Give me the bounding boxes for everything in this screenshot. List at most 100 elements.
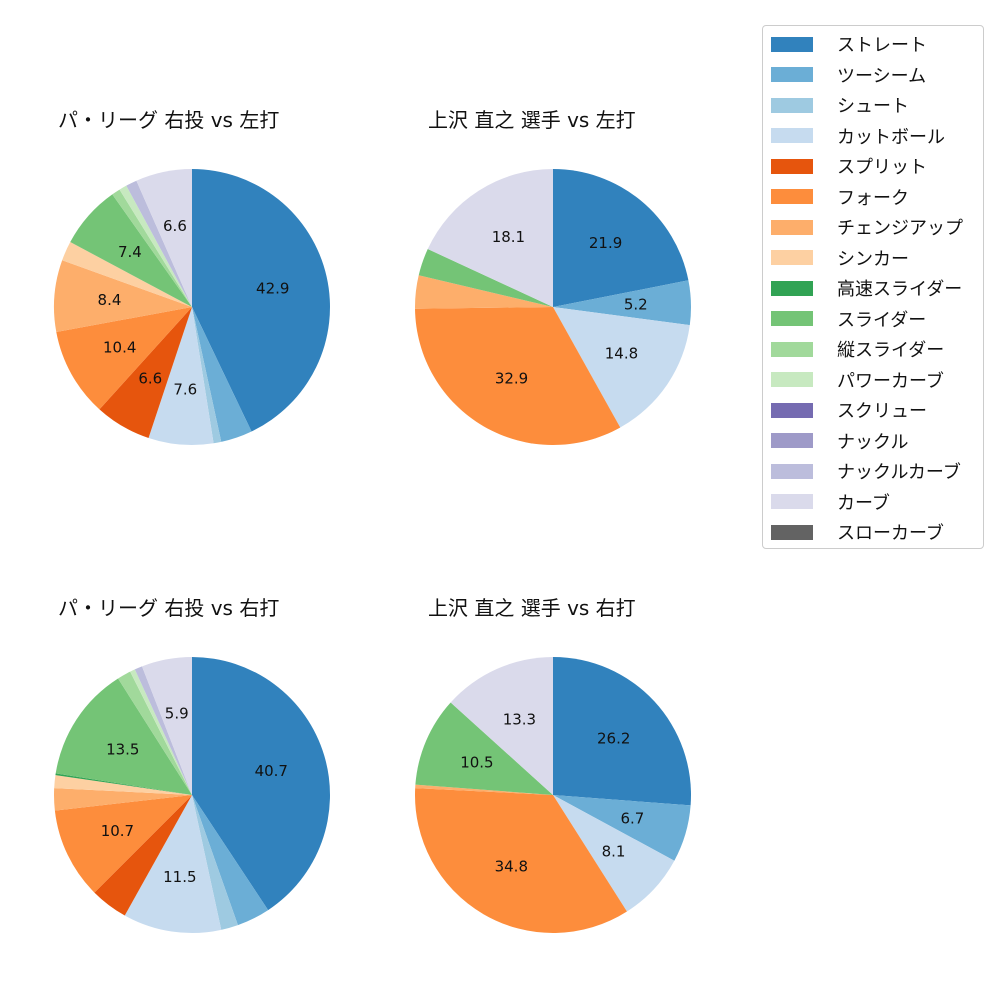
pie-slice bbox=[70, 194, 192, 307]
pie: 26.2 6.7 8.1 34.8 10.5 13.3 bbox=[414, 657, 691, 934]
legend-item: シュート bbox=[771, 94, 909, 117]
slice-value-label: 6.6 bbox=[138, 370, 162, 388]
slice-value-label: 11.5 bbox=[163, 868, 196, 886]
pie-slice bbox=[119, 185, 192, 307]
pie-slice bbox=[192, 169, 330, 432]
legend-item: スローカーブ bbox=[771, 521, 944, 544]
legend-item: カットボール bbox=[771, 125, 945, 148]
slice-value-label: 7.4 bbox=[118, 243, 142, 261]
legend-swatch bbox=[771, 494, 813, 509]
legend-label: シュート bbox=[837, 96, 909, 117]
slice-value-label: 40.7 bbox=[255, 762, 288, 780]
slice-value-label: 10.4 bbox=[103, 338, 136, 356]
pie-slice bbox=[418, 249, 553, 307]
legend-label: ストレート bbox=[837, 35, 927, 56]
legend-label: カットボール bbox=[837, 126, 945, 148]
legend-label: スクリュー bbox=[837, 401, 927, 422]
pie-slice bbox=[192, 657, 331, 911]
pie-slice bbox=[192, 307, 252, 442]
slice-value-label: 42.9 bbox=[256, 280, 289, 298]
pie-slice bbox=[415, 784, 553, 795]
legend-item: スプリット bbox=[771, 155, 927, 178]
pie-slice bbox=[192, 307, 222, 444]
legend-swatch bbox=[771, 250, 813, 265]
legend-swatch bbox=[771, 524, 813, 540]
legend-label: フォーク bbox=[837, 187, 909, 209]
pie-slice bbox=[553, 657, 691, 806]
legend-swatch bbox=[771, 189, 813, 204]
legend-swatch bbox=[771, 433, 813, 448]
legend-item: 高速スライダー bbox=[771, 277, 963, 300]
pie-slice bbox=[142, 657, 192, 795]
legend-swatch bbox=[771, 402, 813, 418]
pie-slice bbox=[553, 795, 691, 861]
slice-value-label: 32.9 bbox=[495, 370, 528, 388]
legend-label: スローカーブ bbox=[837, 523, 944, 544]
slice-value-label: 7.6 bbox=[173, 381, 197, 399]
pie-slice bbox=[62, 242, 193, 307]
legend-swatch bbox=[771, 36, 813, 52]
slice-value-label: 18.1 bbox=[492, 228, 525, 246]
legend-swatch bbox=[771, 463, 813, 479]
legend-swatch bbox=[771, 67, 813, 82]
pie-slice bbox=[126, 180, 192, 307]
legend-label: ツーシーム bbox=[837, 65, 927, 87]
legend-swatch bbox=[771, 219, 813, 235]
legend-item: フォーク bbox=[771, 186, 909, 209]
legend-label: パワーカーブ bbox=[837, 370, 944, 392]
pie-slice bbox=[54, 795, 192, 893]
slice-value-label: 6.7 bbox=[621, 809, 645, 827]
legend-item: ナックルカーブ bbox=[771, 460, 961, 483]
chart-title: パ・リーグ 右投 vs 右打 bbox=[58, 596, 280, 620]
pie-slice bbox=[450, 657, 553, 795]
legend-label: ナックルカーブ bbox=[837, 462, 961, 483]
pie-slice bbox=[55, 678, 193, 795]
legend-item: ナックル bbox=[771, 430, 909, 453]
pie: 21.9 5.2 14.8 32.9 18.1 bbox=[415, 169, 691, 446]
pie-slice bbox=[54, 260, 193, 333]
pie-slice bbox=[192, 795, 269, 926]
legend-swatch bbox=[771, 128, 813, 143]
pie-slice bbox=[112, 189, 192, 307]
pie-slice bbox=[136, 169, 192, 307]
legend-swatch bbox=[771, 280, 813, 296]
pie-slice bbox=[56, 307, 192, 410]
legend-label: ナックル bbox=[837, 431, 909, 453]
pie-slice bbox=[427, 169, 553, 307]
legend-item: 縦スライダー bbox=[771, 338, 945, 361]
slice-value-label: 14.8 bbox=[605, 345, 638, 363]
pie-slice bbox=[55, 773, 193, 795]
legend-item: チェンジアップ bbox=[771, 216, 963, 239]
pie-slice bbox=[192, 795, 238, 930]
pie-slice bbox=[54, 775, 192, 795]
legend: ストレートツーシームシュートカットボール スプリットフォークチェンジアップ シンカー… bbox=[762, 25, 984, 549]
legend-item: パワーカーブ bbox=[771, 369, 944, 392]
legend-swatch bbox=[771, 97, 813, 113]
pie: 42.97.66.610.48.47.46.6 bbox=[54, 169, 330, 445]
slice-value-label: 34.8 bbox=[495, 858, 528, 876]
pie: 40.7 11.5 10.7 13.5 5.9 bbox=[54, 657, 331, 933]
legend-item: ストレート bbox=[771, 33, 927, 56]
legend-label: 高速スライダー bbox=[837, 279, 963, 300]
legend-label: チェンジアップ bbox=[837, 218, 963, 239]
chart-title: 上沢 直之 選手 vs 右打 bbox=[428, 596, 636, 620]
legend-swatch bbox=[771, 372, 813, 387]
legend-label: シンカー bbox=[837, 248, 909, 270]
legend-label: 縦スライダー bbox=[837, 340, 945, 361]
legend-item: カーブ bbox=[771, 491, 890, 514]
pie-slice bbox=[553, 795, 675, 912]
slice-value-label: 10.7 bbox=[101, 822, 134, 840]
pie-slice bbox=[415, 307, 621, 446]
legend-swatch bbox=[771, 158, 813, 174]
slice-value-label: 13.3 bbox=[503, 710, 536, 728]
slice-value-label: 26.2 bbox=[597, 730, 630, 748]
slice-value-label: 5.9 bbox=[165, 705, 189, 723]
slice-value-label: 13.5 bbox=[106, 741, 139, 759]
pie-slice bbox=[130, 669, 192, 795]
pie-slice bbox=[99, 307, 192, 438]
legend-label: スプリット bbox=[837, 157, 927, 178]
pie-slice bbox=[553, 307, 690, 428]
chart-title: 上沢 直之 選手 vs 左打 bbox=[428, 108, 636, 132]
pie-slice bbox=[415, 702, 553, 795]
slice-value-label: 5.2 bbox=[624, 295, 648, 313]
